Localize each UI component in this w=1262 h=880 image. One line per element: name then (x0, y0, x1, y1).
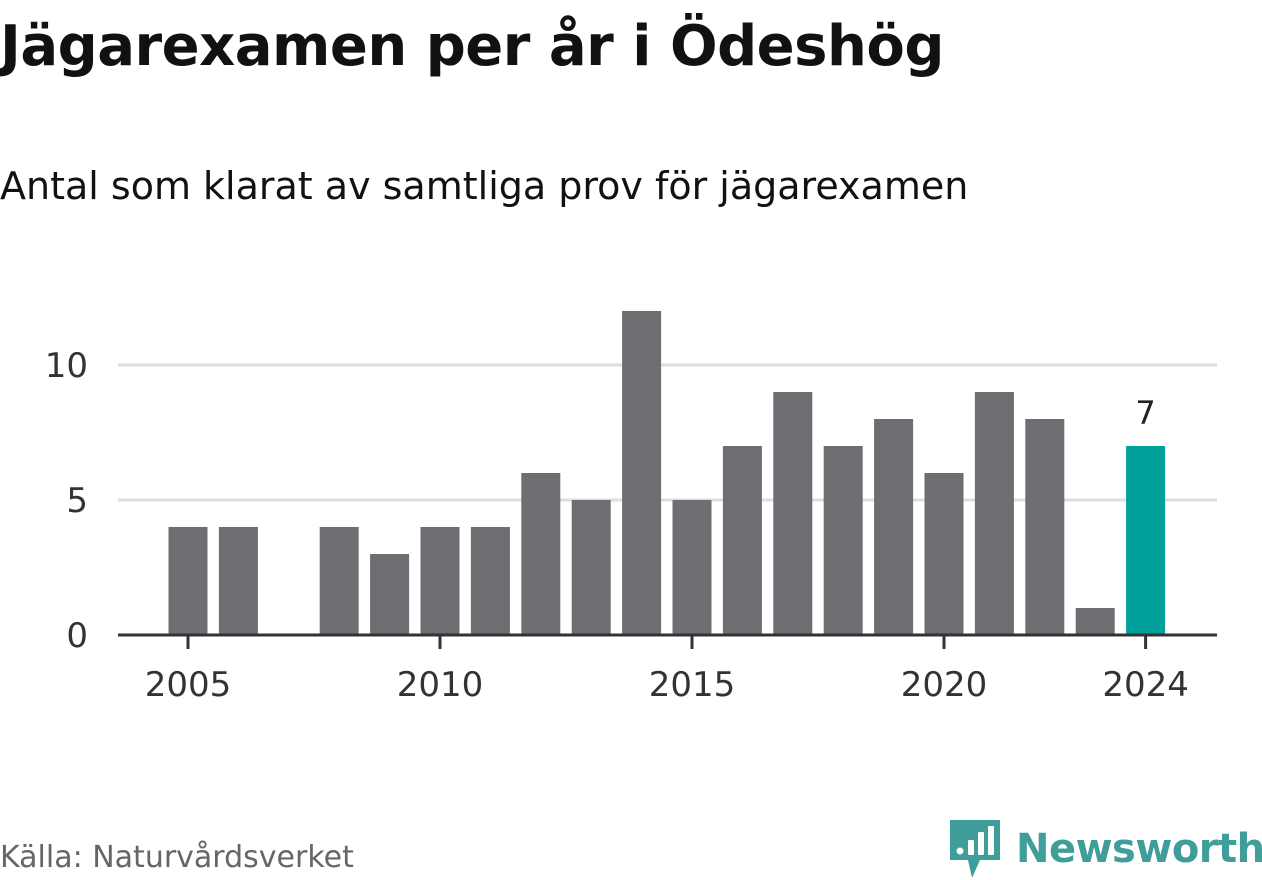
bar (319, 527, 359, 635)
bar (420, 527, 460, 635)
chart-subtitle: Antal som klarat av samtliga prov för jä… (0, 164, 969, 208)
bar (168, 527, 208, 635)
bar (370, 554, 410, 635)
bar (1075, 608, 1115, 635)
bar (521, 473, 561, 635)
y-tick-label: 5 (66, 481, 88, 521)
bar (622, 311, 662, 635)
source-note: Källa: Naturvårdsverket (0, 840, 354, 875)
newsworthy-chart-logo-icon (950, 820, 1000, 878)
bar-highlight (1126, 446, 1166, 635)
bar (924, 473, 964, 635)
x-tick-label: 2024 (1102, 665, 1189, 705)
x-tick-label: 2015 (649, 665, 736, 705)
bar (470, 527, 510, 635)
bar (722, 446, 762, 635)
brand-name: Newsworthy (1016, 826, 1262, 872)
chart-title: Jägarexamen per år i Ödeshög (0, 14, 944, 79)
bar (874, 419, 914, 635)
data-label: 7 (1135, 394, 1155, 432)
bar (571, 500, 611, 635)
bar (218, 527, 258, 635)
x-tick-label: 2005 (145, 665, 232, 705)
bar (773, 392, 813, 635)
x-tick-label: 2020 (901, 665, 988, 705)
y-tick-label: 10 (45, 346, 88, 386)
x-tick-label: 2010 (397, 665, 484, 705)
bar (672, 500, 712, 635)
y-tick-label: 0 (66, 616, 88, 656)
bar (823, 446, 863, 635)
bar (974, 392, 1014, 635)
bar (1025, 419, 1065, 635)
brand: Newsworthy (950, 818, 1262, 880)
